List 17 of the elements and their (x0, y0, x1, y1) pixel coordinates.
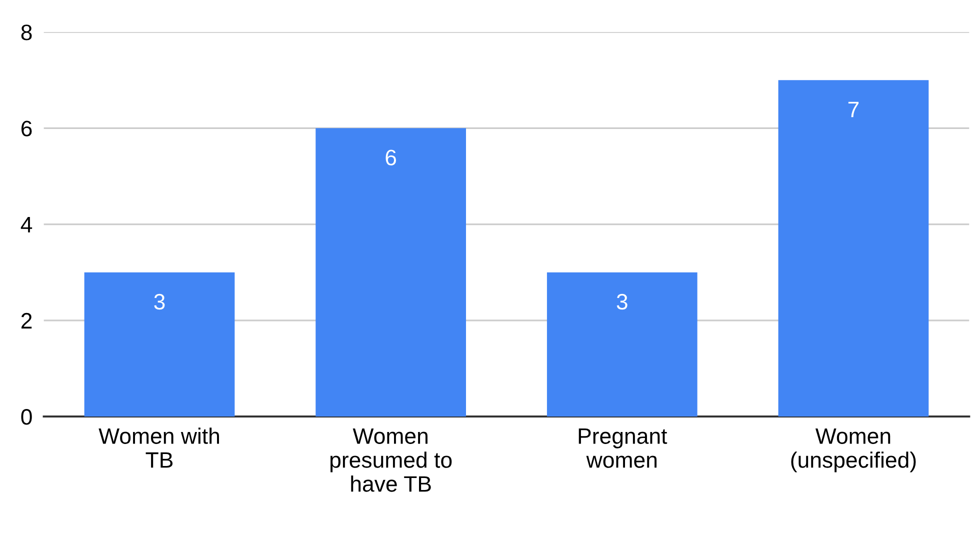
bar (546, 272, 698, 417)
data-label: 3 (154, 294, 165, 310)
bar (316, 128, 466, 417)
bar (84, 272, 235, 417)
x-tick-label: Pregnant women (578, 428, 668, 468)
x-tick-label: Women presumed to have TB (330, 428, 452, 492)
y-tick-label: 6 (21, 120, 32, 136)
data-label: 7 (848, 102, 859, 118)
y-tick-label: 2 (21, 312, 32, 328)
x-tick-label: Women with TB (98, 428, 219, 468)
data-label: 3 (616, 294, 628, 310)
y-tick-label: 8 (21, 24, 32, 40)
y-tick-label: 4 (20, 217, 32, 232)
y-tick-label: 0 (21, 409, 32, 425)
data-label: 6 (386, 150, 396, 166)
x-tick-label: Women (unspecified) (791, 428, 916, 472)
bar (778, 80, 929, 417)
